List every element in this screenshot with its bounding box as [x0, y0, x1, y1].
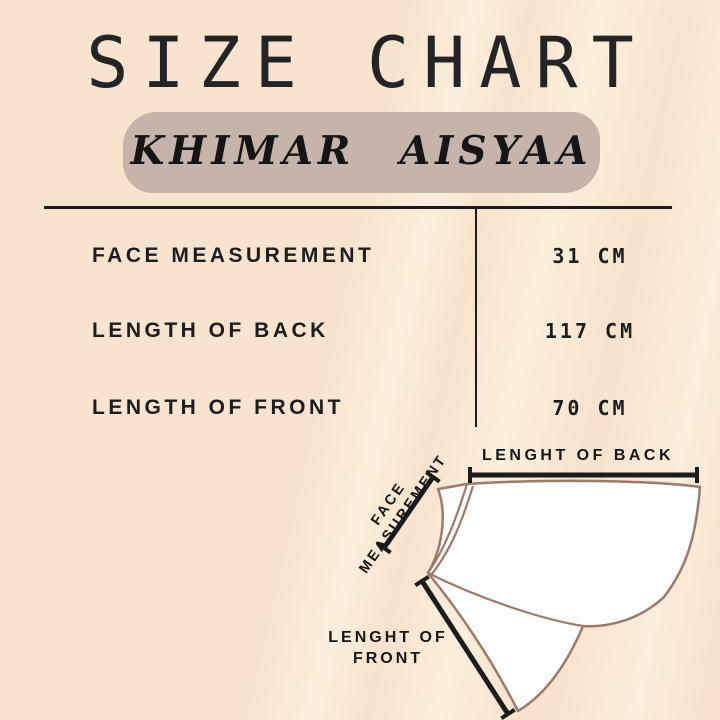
front-measure-label-line1: LENGHT OF	[328, 629, 448, 646]
back-measure-label: LENGHT OF BACK	[481, 447, 675, 464]
row-value: 31 CM	[552, 244, 628, 268]
front-measure-line	[414, 575, 516, 720]
table-row: LENGTH OF BACK 117 CM	[0, 319, 720, 345]
face-measure-line	[376, 470, 441, 555]
product-badge: KHIMAR AISYAA	[123, 112, 600, 193]
table-row: LENGTH OF FRONT 70 CM	[0, 396, 720, 422]
table-row: FACE MEASUREMENT 31 CM	[0, 244, 720, 270]
row-label: LENGTH OF FRONT	[92, 396, 344, 419]
table-column-divider	[475, 206, 477, 427]
front-measure-label-line2: FRONT	[352, 650, 424, 667]
face-opening-edge-inner	[430, 485, 475, 576]
table-top-divider	[44, 206, 672, 209]
row-value: 117 CM	[544, 319, 636, 343]
front-measure-label: LENGHT OF FRONT	[306, 627, 470, 669]
page-title: SIZE CHART	[86, 22, 648, 104]
panel-seam-line	[427, 572, 584, 628]
row-label: LENGTH OF BACK	[92, 319, 329, 342]
face-opening-edge-outer	[427, 483, 469, 574]
back-measure-line	[468, 467, 699, 483]
row-value: 70 CM	[552, 396, 628, 420]
khimar-silhouette	[426, 479, 702, 713]
row-label: FACE MEASUREMENT	[92, 244, 375, 267]
product-badge-label: KHIMAR AISYAA	[130, 127, 593, 174]
